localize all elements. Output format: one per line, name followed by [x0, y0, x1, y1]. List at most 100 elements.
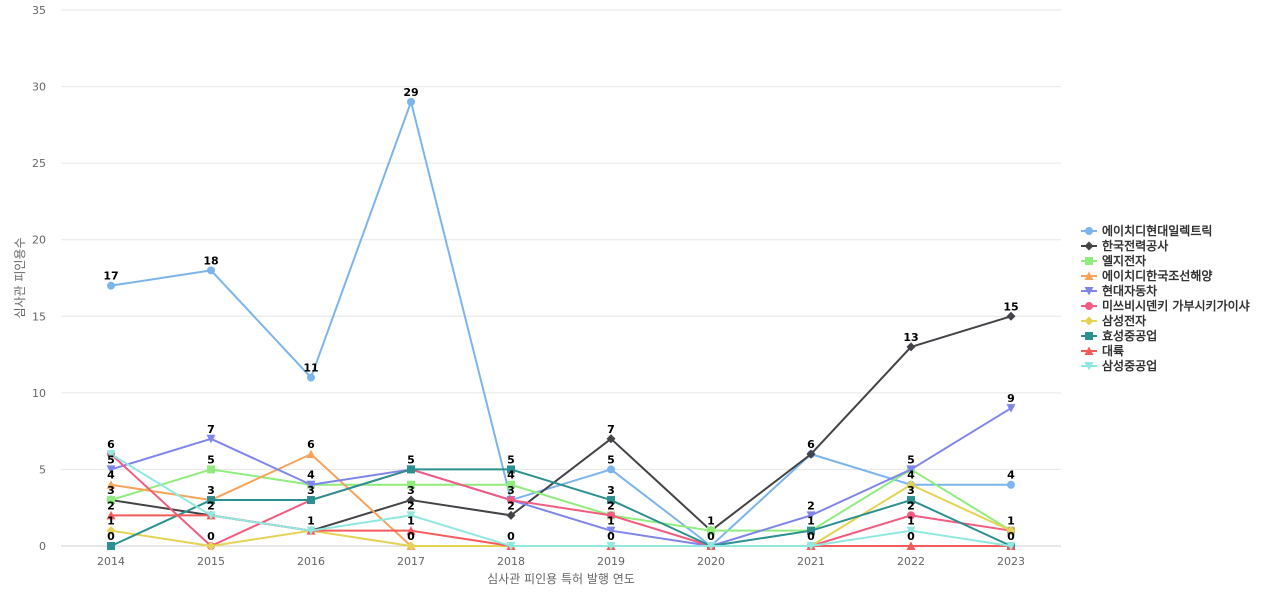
legend-item[interactable]: 현대자동차 — [1081, 283, 1157, 298]
legend-label: 엘지전자 — [1102, 253, 1146, 268]
data-point — [407, 465, 415, 474]
series-group — [106, 97, 1016, 551]
data-point — [906, 541, 916, 550]
y-tick-label: 30 — [32, 81, 46, 94]
data-point — [507, 465, 515, 474]
data-point — [207, 465, 215, 474]
data-label: 5 — [407, 453, 415, 466]
series-2[interactable] — [106, 311, 1016, 536]
data-label: 6 — [807, 438, 815, 451]
legend-symbol — [1084, 287, 1094, 296]
x-tick-label: 2021 — [797, 555, 825, 568]
legend-item[interactable]: 엘지전자 — [1081, 253, 1146, 268]
data-label: 1 — [807, 515, 815, 528]
legend-symbol — [1084, 362, 1094, 371]
data-label: 2 — [207, 499, 215, 512]
data-point — [307, 496, 315, 505]
data-point — [1007, 480, 1015, 489]
data-point — [606, 526, 616, 536]
data-label: 4 — [107, 469, 115, 482]
data-point — [106, 450, 116, 459]
data-point — [107, 496, 115, 505]
data-label: 1 — [907, 515, 915, 528]
x-tick-label: 2018 — [497, 555, 525, 568]
data-point — [206, 541, 216, 551]
series-line — [110, 468, 1012, 547]
data-label: 3 — [107, 484, 115, 497]
data-point — [706, 542, 716, 551]
legend-label: 에이치디한국조선해양 — [1102, 268, 1212, 283]
data-labels: 1765432101875320116431295321054320753210… — [103, 86, 1018, 543]
data-point — [506, 510, 516, 520]
data-point — [1006, 404, 1016, 413]
data-point — [707, 526, 715, 535]
data-point — [507, 496, 515, 505]
legend-item[interactable]: 대륙 — [1081, 343, 1124, 358]
data-point — [606, 434, 616, 444]
data-label: 7 — [207, 423, 215, 436]
data-label: 2 — [407, 499, 415, 512]
data-point — [606, 542, 616, 551]
data-point — [906, 342, 916, 352]
data-point — [607, 496, 615, 505]
data-label: 0 — [807, 530, 815, 543]
data-label: 1 — [307, 515, 315, 528]
data-point — [907, 511, 915, 520]
legend-item[interactable]: 효성중공업 — [1081, 329, 1157, 343]
legend-item[interactable]: 삼성전자 — [1081, 313, 1146, 328]
x-axis-title: 심사관 피인용 특허 발행 연도 — [487, 571, 635, 586]
x-tick-label: 2016 — [297, 555, 325, 568]
data-label: 0 — [707, 530, 715, 543]
legend-item[interactable]: 한국전력공사 — [1081, 238, 1168, 253]
series-line — [110, 453, 1012, 547]
legend-item[interactable]: 미쓰비시덴키 가부시키가이샤 — [1081, 298, 1250, 313]
legend-label: 현대자동차 — [1102, 283, 1157, 298]
x-tick-label: 2022 — [897, 555, 925, 568]
data-point — [506, 542, 516, 551]
data-label: 0 — [207, 530, 215, 543]
data-label: 0 — [407, 530, 415, 543]
data-label: 0 — [507, 530, 515, 543]
data-point — [406, 495, 416, 505]
series-line — [110, 315, 1012, 532]
series-1[interactable] — [107, 97, 1015, 550]
data-point — [407, 480, 415, 489]
data-point — [207, 496, 215, 505]
legend[interactable]: 에이치디현대일렉트릭한국전력공사엘지전자에이치디한국조선해양현대자동차미쓰비시덴… — [1081, 223, 1250, 373]
legend-item[interactable]: 에이치디현대일렉트릭 — [1081, 223, 1212, 238]
data-label: 1 — [107, 515, 115, 528]
x-tick-label: 2020 — [697, 555, 725, 568]
data-label: 5 — [607, 453, 615, 466]
data-label: 5 — [507, 453, 515, 466]
data-point — [107, 542, 115, 550]
y-tick-label: 15 — [32, 310, 46, 323]
data-label: 3 — [207, 484, 215, 497]
data-label: 0 — [107, 530, 115, 543]
legend-item[interactable]: 에이치디한국조선해양 — [1081, 268, 1212, 283]
data-label: 18 — [203, 254, 218, 267]
data-point — [906, 480, 916, 490]
data-point — [406, 541, 416, 551]
data-point — [206, 434, 216, 444]
data-label: 29 — [403, 86, 418, 99]
data-label: 15 — [1003, 300, 1018, 313]
data-point — [306, 449, 316, 459]
y-tick-label: 5 — [39, 463, 46, 476]
legend-symbol — [1085, 227, 1093, 235]
legend-item[interactable]: 삼성중공업 — [1081, 358, 1157, 373]
y-tick-label: 35 — [32, 4, 46, 17]
legend-symbol — [1084, 241, 1094, 251]
x-axis: 2014 2015 2016 2017 2018 2019 2020 2021 2022 2023 — [97, 555, 1025, 568]
data-label: 2 — [907, 499, 915, 512]
data-point — [106, 526, 116, 536]
x-tick-label: 2019 — [597, 555, 625, 568]
data-label: 0 — [607, 530, 615, 543]
data-point — [207, 266, 215, 275]
series-10[interactable] — [106, 450, 1016, 551]
data-label: 4 — [907, 469, 915, 482]
y-tick-label: 0 — [39, 540, 46, 553]
data-label: 3 — [407, 484, 415, 497]
legend-symbol — [1085, 257, 1093, 265]
legend-symbol — [1084, 316, 1094, 326]
